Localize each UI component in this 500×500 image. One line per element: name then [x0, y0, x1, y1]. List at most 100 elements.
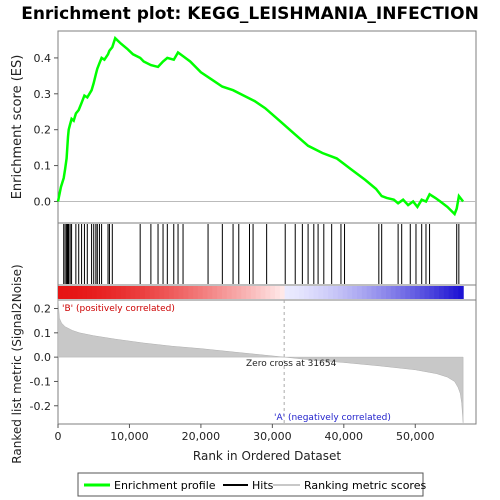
legend-hits-label: Hits: [252, 479, 274, 492]
color-bar-segment: [101, 286, 107, 299]
color-bar-segment: [188, 286, 194, 299]
color-bar-segment: [221, 286, 228, 299]
color-bar-segment: [289, 286, 295, 299]
color-bar-segment: [405, 286, 411, 299]
color-bar-segment: [371, 286, 377, 299]
es-y-tick-label: 0.1: [34, 160, 52, 173]
es-y-tick-label: 0.3: [34, 88, 52, 101]
es-y-label: Enrichment score (ES): [10, 55, 25, 200]
x-tick-label: 50,000: [396, 430, 435, 443]
color-bar-segment: [255, 286, 262, 299]
color-bar-segment: [347, 286, 353, 299]
color-bar-segment: [419, 286, 426, 299]
color-bar-segment: [390, 286, 397, 299]
color-bar-segment: [62, 286, 69, 299]
color-bar-segment: [139, 286, 146, 299]
ranking-panel: 0.2 0.1 0.0 -0.1 -0.2 0 10,000 20,000 30,000 40,…: [10, 264, 477, 464]
color-bar-segment: [212, 286, 218, 299]
color-bar-segment: [168, 286, 175, 299]
legend: Enrichment profile Hits Ranking metric s…: [77, 472, 426, 497]
color-bar-segment: [77, 286, 83, 299]
color-bar-segment: [443, 286, 450, 299]
ranking-x-ticks: 0 10,000 20,000 30,000 40,000 50,000: [55, 424, 435, 443]
color-bar-segment: [270, 286, 276, 299]
es-panel: 0.0 0.1 0.2 0.3 0.4 Enrichment score (ES): [10, 30, 477, 224]
color-bar-segment: [275, 286, 281, 299]
color-bar-segment: [424, 286, 430, 299]
color-bar-segment: [429, 286, 435, 299]
ranking-y-tick-label: 0.1: [34, 327, 52, 340]
color-bar-segment: [72, 286, 78, 299]
color-bar-segment: [173, 286, 180, 299]
color-bar-segment: [453, 286, 459, 299]
color-bar-segment: [154, 286, 160, 299]
hit-marks: [63, 224, 460, 284]
hits-panel: [57, 222, 477, 286]
color-bar-segment: [96, 286, 103, 299]
es-y-tick-label: 0.0: [34, 195, 52, 208]
color-bar-segment: [385, 286, 392, 299]
legend-enrichment-label: Enrichment profile: [114, 479, 216, 492]
color-bar-segment: [197, 286, 204, 299]
color-bar-segment: [58, 286, 64, 299]
ranking-metric-area: [57, 298, 464, 423]
ranking-y-ticks: 0.2 0.1 0.0 -0.1 -0.2: [30, 303, 58, 413]
color-bar-segment: [135, 286, 141, 299]
ranking-y-tick-label: -0.1: [30, 375, 51, 388]
color-bar-segment: [448, 286, 455, 299]
x-tick-label: 40,000: [325, 430, 364, 443]
color-bar-segment: [352, 286, 358, 299]
color-bar-segment: [439, 286, 445, 299]
color-bar-segment: [328, 286, 334, 299]
color-bar-segment: [202, 286, 209, 299]
color-bar-segment: [376, 286, 382, 299]
color-bar-segment: [178, 286, 184, 299]
color-bar-segment: [130, 286, 136, 299]
color-bar-segment: [159, 286, 165, 299]
color-bar-segment: [226, 286, 233, 299]
negative-correlation-label: 'A' (negatively correlated): [274, 413, 391, 423]
color-bar-segment: [279, 286, 286, 299]
color-bar-segment: [144, 286, 151, 299]
color-bar-segment: [318, 286, 324, 299]
color-bar-segment: [414, 286, 421, 299]
es-plot-area: [57, 30, 477, 224]
color-bar-segment: [106, 286, 112, 299]
color-bar-segment: [125, 286, 131, 299]
chart-title: Enrichment plot: KEGG_LEISHMANIA_INFECTI…: [21, 4, 479, 24]
color-bar-segment: [115, 286, 122, 299]
color-bar-segment: [381, 286, 387, 299]
color-bar-segment: [241, 286, 247, 299]
color-bar-segment: [294, 286, 300, 299]
positive-correlation-label: 'B' (positively correlated): [62, 304, 175, 314]
color-bar-segment: [308, 286, 315, 299]
ranking-y-tick-label: -0.2: [30, 400, 51, 413]
color-bar-segment: [67, 286, 74, 299]
color-bar-segment: [236, 286, 242, 299]
es-y-tick-label: 0.4: [34, 52, 52, 65]
color-bar-segment: [395, 286, 402, 299]
ranking-y-tick-label: 0.0: [34, 351, 52, 364]
ranking-y-label: Ranked list metric (Signal2Noise): [10, 264, 24, 463]
color-bar-segment: [458, 286, 464, 299]
x-axis-label: Rank in Ordered Dataset: [193, 449, 341, 463]
x-tick-label: 30,000: [253, 430, 292, 443]
enrichment-profile-line: [56, 35, 465, 217]
color-bar-segment: [313, 286, 320, 299]
color-bar-segment: [265, 286, 271, 299]
color-bar-segment: [111, 286, 117, 299]
color-bar-segment: [231, 286, 238, 299]
color-bar-segment: [332, 286, 339, 299]
es-y-tick-label: 0.2: [34, 124, 52, 137]
color-bar-segment: [357, 286, 363, 299]
legend-ranking-label: Ranking metric scores: [304, 479, 426, 492]
color-bar-segment: [82, 286, 88, 299]
color-bar-segment: [183, 286, 189, 299]
color-bar-segment: [299, 286, 305, 299]
color-bar-segment: [303, 286, 310, 299]
x-tick-label: 10,000: [110, 430, 149, 443]
color-bar-segment: [410, 286, 416, 299]
color-bar-segment: [217, 286, 223, 299]
legend-box: [77, 472, 424, 497]
